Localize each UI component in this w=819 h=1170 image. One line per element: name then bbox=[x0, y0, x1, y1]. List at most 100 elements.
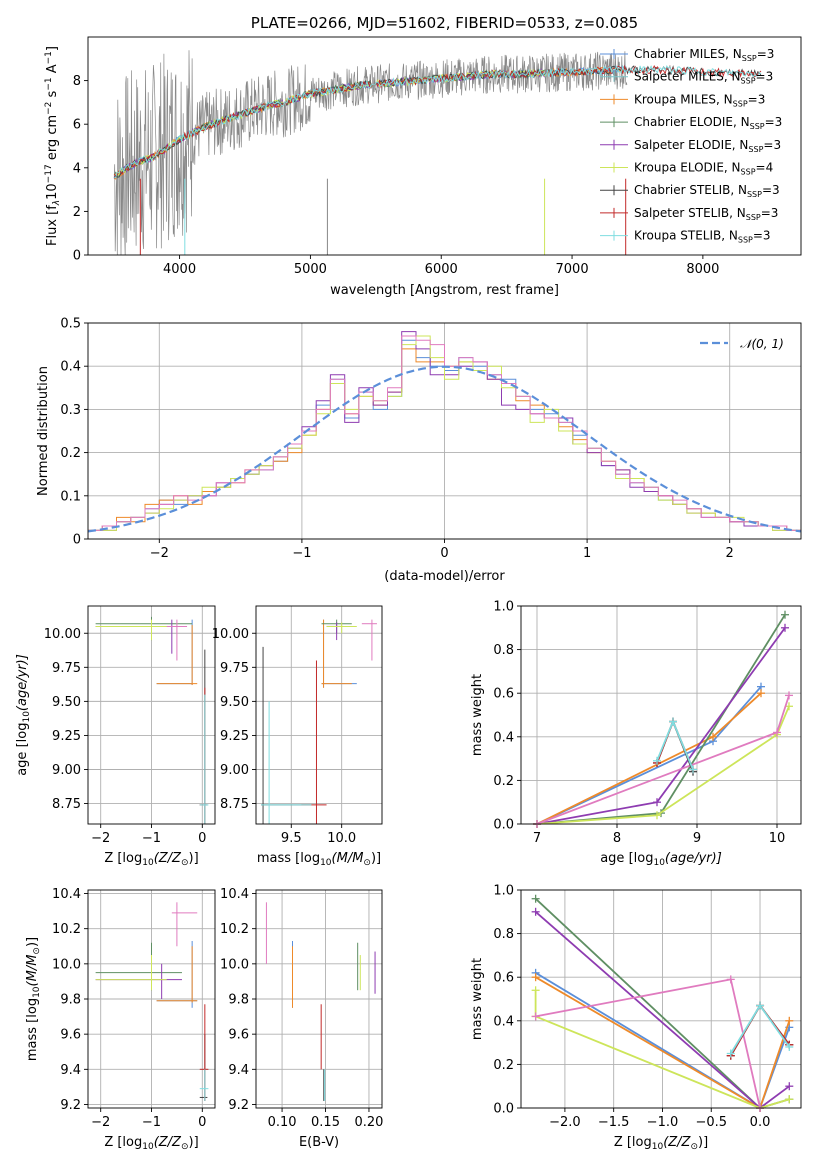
x-tick-label: 7 bbox=[533, 831, 541, 846]
y-tick-label: 9.6 bbox=[60, 1028, 81, 1043]
y-tick-label: 0.8 bbox=[493, 927, 514, 942]
y-tick-label: 0 bbox=[73, 249, 81, 264]
y-tick-label: 0.4 bbox=[60, 360, 81, 375]
y-tick-label: 10.4 bbox=[52, 887, 81, 902]
mass-vs-extinction-panel: 0.10 0.15 0.20 9.2 9.4 9.6 9.8 10.0 10.2 10.4 E(B-… bbox=[220, 887, 383, 1150]
weight-line-salpeter_elodie bbox=[536, 627, 786, 825]
x-tick-label: 0.15 bbox=[311, 1115, 340, 1130]
spectrum-plot-area bbox=[113, 50, 762, 255]
y-tick-label: 8.75 bbox=[220, 797, 249, 812]
legend-label: Salpeter MILES, NSSP=3 bbox=[634, 70, 773, 86]
y-tick-label: 10.00 bbox=[44, 627, 81, 642]
chart-title: PLATE=0266, MJD=51602, FIBERID=0533, z=0… bbox=[251, 14, 638, 32]
x-tick-label: −1 bbox=[292, 546, 311, 561]
legend-label: Kroupa MILES, NSSP=3 bbox=[634, 92, 765, 108]
x-tick-label: 8000 bbox=[686, 262, 719, 277]
y-tick-label: 0.1 bbox=[60, 489, 81, 504]
y-tick-label: 9.25 bbox=[52, 729, 81, 744]
y-tick-label: 9.8 bbox=[60, 993, 81, 1008]
legend-label: Kroupa ELODIE, NSSP=4 bbox=[634, 161, 773, 177]
age-vs-metallicity-panel: −2 −1 0 8.75 9.00 9.25 9.50 9.75 10.00 Z [log10(Z… bbox=[15, 605, 216, 868]
y-tick-label: 9.2 bbox=[228, 1098, 249, 1113]
x-tick-label: −1.5 bbox=[598, 1115, 630, 1130]
age-vs-mass-panel: 9.5 10.0 8.75 9.00 9.25 9.50 9.75 10.00 mass [lo… bbox=[212, 605, 383, 868]
plot-area bbox=[95, 902, 209, 1101]
axes-frame bbox=[87, 605, 216, 825]
x-tick-label: 8 bbox=[613, 831, 621, 846]
y-axis-label: mass [log10(M/M⊙)] bbox=[25, 937, 42, 1061]
mass-vs-metallicity-panel: −2 −1 0 9.2 9.4 9.6 9.8 10.0 10.2 10.4 Z [log10(Z/… bbox=[25, 887, 216, 1152]
y-tick-label: 9.75 bbox=[52, 661, 81, 676]
legend-label: Salpeter STELIB, NSSP=3 bbox=[634, 206, 778, 222]
x-axis-label: E(B-V) bbox=[299, 1135, 339, 1150]
x-tick-label: 4000 bbox=[163, 262, 196, 277]
y-tick-label: 9.75 bbox=[220, 661, 249, 676]
legend-label: Chabrier MILES, NSSP=3 bbox=[634, 47, 774, 63]
y-tick-label: 1.0 bbox=[493, 600, 514, 615]
y-tick-label: 0.2 bbox=[60, 446, 81, 461]
y-tick-label: 1.0 bbox=[493, 884, 514, 899]
y-tick-label: 0.4 bbox=[493, 1014, 514, 1029]
x-tick-label: 7000 bbox=[556, 262, 589, 277]
model-spectrum-chabrier_stelib bbox=[113, 65, 762, 179]
x-tick-label: −2 bbox=[150, 546, 169, 561]
y-tick-label: 10.2 bbox=[52, 922, 81, 937]
y-tick-label: 0.0 bbox=[493, 1102, 514, 1117]
y-tick-label: 9.50 bbox=[52, 695, 81, 710]
weight-line-kroupa_elodie bbox=[534, 990, 790, 1109]
x-tick-label: −2 bbox=[91, 1115, 110, 1130]
y-tick-label: 0.6 bbox=[493, 971, 514, 986]
legend-label: Chabrier STELIB, NSSP=3 bbox=[634, 183, 780, 199]
y-tick-label: 0.4 bbox=[493, 730, 514, 745]
x-tick-label: −1 bbox=[142, 1115, 161, 1130]
x-tick-label: 10 bbox=[769, 831, 786, 846]
y-tick-label: 9.4 bbox=[228, 1063, 249, 1078]
x-axis-label: Z [log10(Z/Z⊙)] bbox=[614, 1135, 708, 1152]
model-spectrum-salpeter_stelib bbox=[113, 64, 762, 178]
y-tick-label: 0.0 bbox=[493, 818, 514, 833]
x-tick-label: 0 bbox=[440, 546, 448, 561]
y-tick-label: 4 bbox=[73, 161, 81, 176]
x-tick-label: −1 bbox=[142, 831, 161, 846]
y-tick-label: 9.25 bbox=[220, 729, 249, 744]
y-axis-label: mass weight bbox=[470, 958, 485, 1040]
plot-area bbox=[533, 610, 793, 828]
x-axis-label: (data-model)/error bbox=[384, 569, 505, 584]
legend: Chabrier MILES, NSSP=3 Salpeter MILES, NS… bbox=[600, 47, 782, 245]
x-tick-label: 9.5 bbox=[281, 831, 302, 846]
histogram-pink bbox=[88, 335, 801, 539]
plot-area bbox=[531, 894, 794, 1112]
y-axis-label: age [log10(age/yr)] bbox=[15, 654, 32, 776]
legend: 𝒩(0, 1) bbox=[700, 337, 784, 351]
legend-label: 𝒩(0, 1) bbox=[740, 337, 784, 351]
y-tick-label: 0.8 bbox=[493, 643, 514, 658]
x-tick-label: 1 bbox=[583, 546, 591, 561]
y-tick-label: 0.2 bbox=[493, 1058, 514, 1073]
plot-area bbox=[265, 902, 376, 1101]
y-axis-label: mass weight bbox=[470, 674, 485, 756]
axes-frame bbox=[87, 889, 216, 1109]
x-axis-label: mass [log10(M/M⊙)] bbox=[257, 851, 381, 868]
x-tick-label: 5000 bbox=[294, 262, 327, 277]
legend-label: Chabrier ELODIE, NSSP=3 bbox=[634, 115, 782, 131]
plot-area bbox=[261, 619, 377, 824]
y-tick-label: 9.6 bbox=[228, 1028, 249, 1043]
x-tick-label: −0.5 bbox=[695, 1115, 727, 1130]
weight-vs-metallicity-panel: −2.0 −1.5 −1.0 −0.5 0.0 0.0 0.2 0.4 0.6 0.8 1.0 Z [… bbox=[470, 884, 802, 1152]
y-tick-label: 6 bbox=[73, 118, 81, 133]
y-tick-label: 9.00 bbox=[52, 763, 81, 778]
x-tick-label: 0 bbox=[198, 831, 206, 846]
y-tick-label: 0.3 bbox=[60, 403, 81, 418]
y-tick-label: 8.75 bbox=[52, 797, 81, 812]
y-tick-label: 8 bbox=[73, 74, 81, 89]
x-tick-label: 9 bbox=[693, 831, 701, 846]
x-tick-label: 2 bbox=[726, 546, 734, 561]
axes-frame bbox=[520, 889, 802, 1109]
legend-label: Kroupa STELIB, NSSP=3 bbox=[634, 229, 771, 245]
x-tick-label: 10.0 bbox=[327, 831, 356, 846]
weight-line-kroupa_elodie bbox=[536, 705, 790, 825]
y-tick-label: 0.6 bbox=[493, 687, 514, 702]
histogram-kroupa_elodie bbox=[88, 335, 801, 539]
y-tick-label: 10.0 bbox=[52, 957, 81, 972]
